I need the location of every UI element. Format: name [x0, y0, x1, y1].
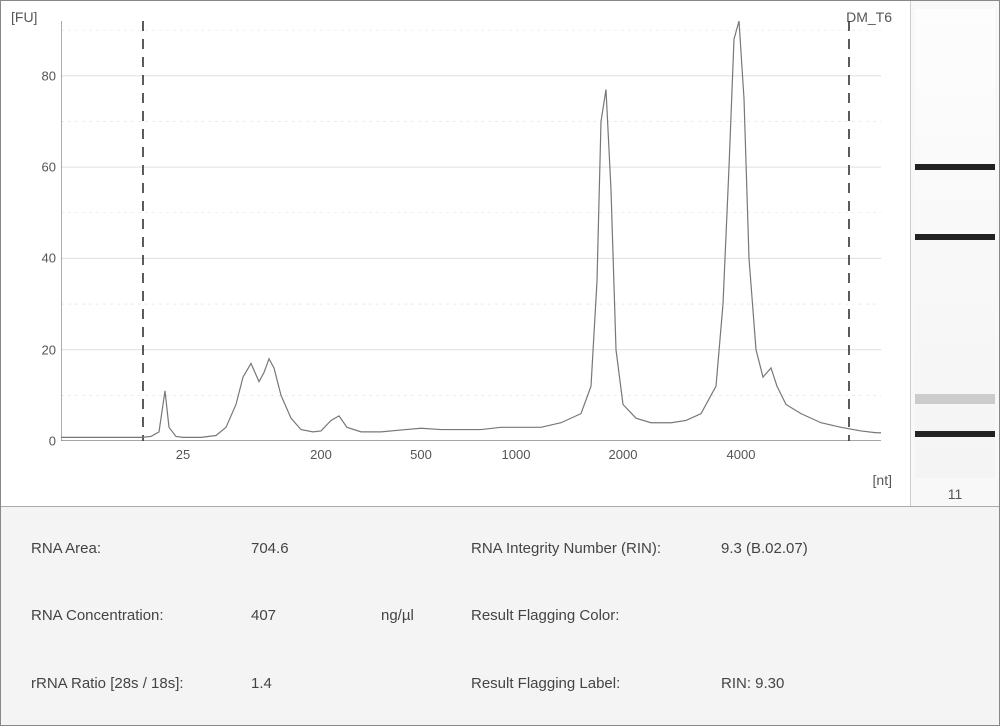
rna-conc-label: RNA Concentration: [31, 607, 251, 624]
x-tick-label: 200 [310, 447, 332, 462]
y-tick-label: 60 [26, 160, 56, 175]
gel-lane-area: ⊙ 11 [911, 1, 999, 506]
rna-area-label: RNA Area: [31, 540, 251, 557]
gel-band [915, 394, 995, 404]
plot-svg [61, 21, 881, 441]
y-tick-label: 80 [26, 68, 56, 83]
x-tick-label: 1000 [502, 447, 531, 462]
rrna-ratio-label: rRNA Ratio [28s / 18s]: [31, 675, 251, 692]
gel-lane-number: 11 [911, 486, 999, 502]
flag-color-label: Result Flagging Color: [471, 607, 721, 624]
rin-label: RNA Integrity Number (RIN): [471, 540, 721, 557]
y-tick-label: 40 [26, 251, 56, 266]
rin-value: 9.3 (B.02.07) [721, 540, 881, 557]
y-axis-label: [FU] [11, 9, 37, 25]
gel-band [915, 431, 995, 437]
y-tick-label: 0 [26, 434, 56, 449]
gel-band [915, 234, 995, 240]
x-tick-label: 2000 [609, 447, 638, 462]
bioanalyzer-window: [FU] DM_T6 [nt] 020406080 25200500100020… [0, 0, 1000, 726]
gel-band [915, 164, 995, 170]
top-row: [FU] DM_T6 [nt] 020406080 25200500100020… [1, 1, 999, 506]
x-tick-label: 500 [410, 447, 432, 462]
rna-conc-unit: ng/µl [381, 607, 471, 624]
flag-label-label: Result Flagging Label: [471, 675, 721, 692]
electropherogram-chart: [FU] DM_T6 [nt] 020406080 25200500100020… [1, 1, 911, 506]
results-panel: RNA Area: 704.6 RNA Integrity Number (RI… [1, 506, 999, 725]
x-tick-label: 25 [176, 447, 190, 462]
x-tick-label: 4000 [727, 447, 756, 462]
gel-lane [915, 9, 995, 478]
x-axis-unit-label: [nt] [873, 472, 892, 488]
rna-area-value: 704.6 [251, 540, 381, 557]
rna-conc-value: 407 [251, 607, 381, 624]
y-tick-label: 20 [26, 342, 56, 357]
plot-region [61, 21, 881, 441]
flag-label-value: RIN: 9.30 [721, 675, 881, 692]
rrna-ratio-value: 1.4 [251, 675, 381, 692]
